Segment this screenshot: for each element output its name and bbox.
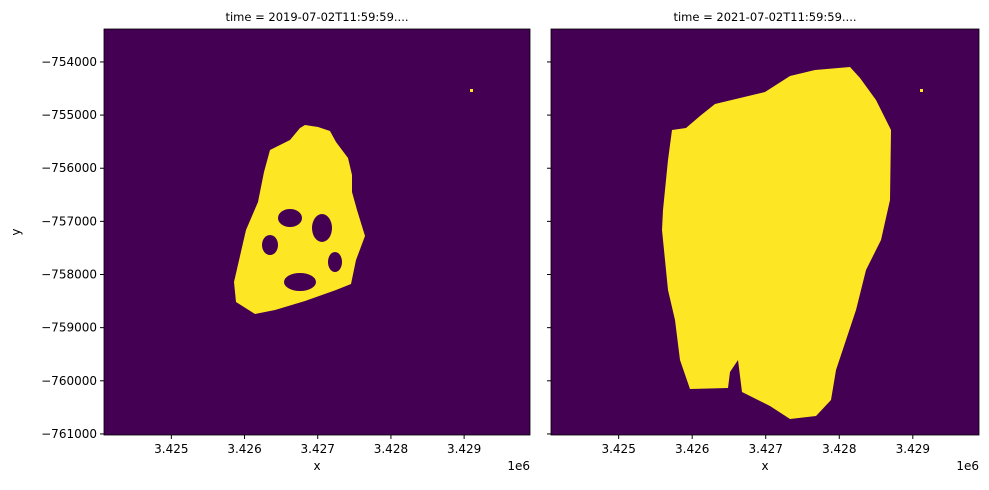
x-tick-label: 3.429 <box>896 442 930 456</box>
y-tick-label: −761000 <box>41 427 97 441</box>
y-tick-label: −755000 <box>41 108 97 122</box>
panel-title: time = 2019-07-02T11:59:59.... <box>225 10 408 24</box>
x-tick-label: 3.425 <box>601 442 635 456</box>
axes-frame <box>103 28 531 436</box>
x-tick-label: 3.427 <box>301 442 335 456</box>
raster-hole <box>328 252 342 272</box>
raster-dot <box>920 89 923 92</box>
y-tick-label: −758000 <box>41 268 97 282</box>
x-tick-label: 3.428 <box>822 442 856 456</box>
y-axis-label: y <box>9 228 23 235</box>
x-tick-label: 3.426 <box>675 442 709 456</box>
y-tick-label: −760000 <box>41 374 97 388</box>
x-tick-label: 3.428 <box>374 442 408 456</box>
x-axis-label: x <box>313 459 320 473</box>
raster-region <box>662 67 891 419</box>
raster-hole <box>284 273 316 291</box>
x-tick-label: 3.425 <box>154 442 188 456</box>
panel-title: time = 2021-07-02T11:59:59.... <box>673 10 856 24</box>
x-tick-label: 3.427 <box>749 442 783 456</box>
raster-hole <box>312 214 332 242</box>
raster-hole <box>278 209 302 227</box>
x-offset-label: 1e6 <box>507 459 530 473</box>
axes-frame <box>550 28 980 436</box>
x-axis-label: x <box>761 459 768 473</box>
y-tick-label: −756000 <box>41 161 97 175</box>
x-offset-label: 1e6 <box>956 459 979 473</box>
y-tick-label: −754000 <box>41 55 97 69</box>
x-tick-label: 3.429 <box>447 442 481 456</box>
raster-dot <box>470 89 473 92</box>
y-tick-label: −757000 <box>41 214 97 228</box>
x-tick-label: 3.426 <box>227 442 261 456</box>
y-tick-label: −759000 <box>41 321 97 335</box>
raster-hole <box>262 235 278 255</box>
